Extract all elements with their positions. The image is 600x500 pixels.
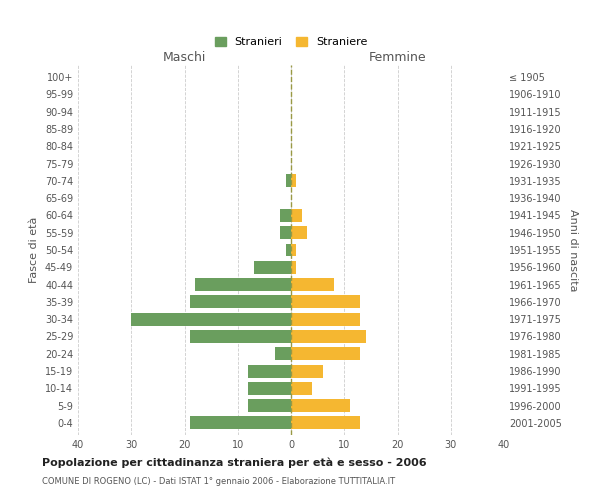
Bar	[291, 226, 307, 239]
Bar	[291, 416, 360, 430]
Bar	[291, 382, 313, 395]
Bar	[190, 416, 291, 430]
Bar	[286, 174, 291, 188]
Bar	[280, 226, 291, 239]
Bar	[286, 244, 291, 256]
Text: Femmine: Femmine	[368, 51, 427, 64]
Bar	[291, 296, 360, 308]
Bar	[291, 348, 360, 360]
Bar	[248, 364, 291, 378]
Bar	[190, 330, 291, 343]
Bar	[291, 364, 323, 378]
Bar	[291, 261, 296, 274]
Bar	[291, 312, 360, 326]
Bar	[291, 399, 350, 412]
Bar	[291, 209, 302, 222]
Text: Maschi: Maschi	[163, 51, 206, 64]
Bar	[190, 296, 291, 308]
Bar	[254, 261, 291, 274]
Bar	[291, 244, 296, 256]
Bar	[248, 382, 291, 395]
Text: COMUNE DI ROGENO (LC) - Dati ISTAT 1° gennaio 2006 - Elaborazione TUTTITALIA.IT: COMUNE DI ROGENO (LC) - Dati ISTAT 1° ge…	[42, 478, 395, 486]
Bar	[131, 312, 291, 326]
Bar	[275, 348, 291, 360]
Bar	[291, 174, 296, 188]
Y-axis label: Fasce di età: Fasce di età	[29, 217, 39, 283]
Bar	[291, 330, 365, 343]
Bar	[291, 278, 334, 291]
Bar	[248, 399, 291, 412]
Text: Popolazione per cittadinanza straniera per età e sesso - 2006: Popolazione per cittadinanza straniera p…	[42, 458, 427, 468]
Legend: Stranieri, Straniere: Stranieri, Straniere	[211, 34, 371, 50]
Bar	[280, 209, 291, 222]
Y-axis label: Anni di nascita: Anni di nascita	[568, 209, 578, 291]
Bar	[195, 278, 291, 291]
